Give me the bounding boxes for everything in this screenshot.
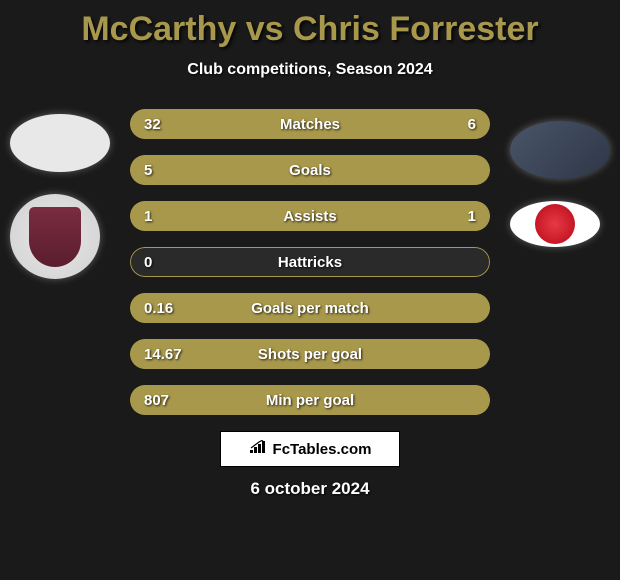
stat-row: 326Matches [130,109,490,139]
stat-label: Matches [130,116,490,133]
page-subtitle: Club competitions, Season 2024 [0,61,620,79]
stat-label: Goals per match [130,300,490,317]
date: 6 october 2024 [0,479,620,499]
stat-row: 0.16Goals per match [130,293,490,323]
player-right-column [510,121,610,247]
player-left-column [10,114,110,279]
page-title: McCarthy vs Chris Forrester [0,10,620,49]
stat-label: Assists [130,208,490,225]
watermark: FcTables.com [220,431,400,467]
comparison-area: 326Matches 5Goals 11Assists 0Hattricks 0.16G… [0,109,620,415]
stat-row: 0Hattricks [130,247,490,277]
stat-label: Min per goal [130,392,490,409]
team-badge-left [10,194,100,279]
stat-label: Goals [130,162,490,179]
stat-label: Shots per goal [130,346,490,363]
stat-row: 5Goals [130,155,490,185]
stat-row: 807Min per goal [130,385,490,415]
stat-row: 11Assists [130,201,490,231]
player-left-photo [10,114,110,172]
comparison-container: McCarthy vs Chris Forrester Club competi… [0,0,620,580]
chart-icon [249,440,267,458]
team-badge-right [510,201,600,247]
stat-rows: 326Matches 5Goals 11Assists 0Hattricks 0.16G… [130,109,490,415]
watermark-text: FcTables.com [273,441,372,458]
stat-label: Hattricks [130,254,490,271]
player-right-photo [510,121,610,179]
stat-row: 14.67Shots per goal [130,339,490,369]
